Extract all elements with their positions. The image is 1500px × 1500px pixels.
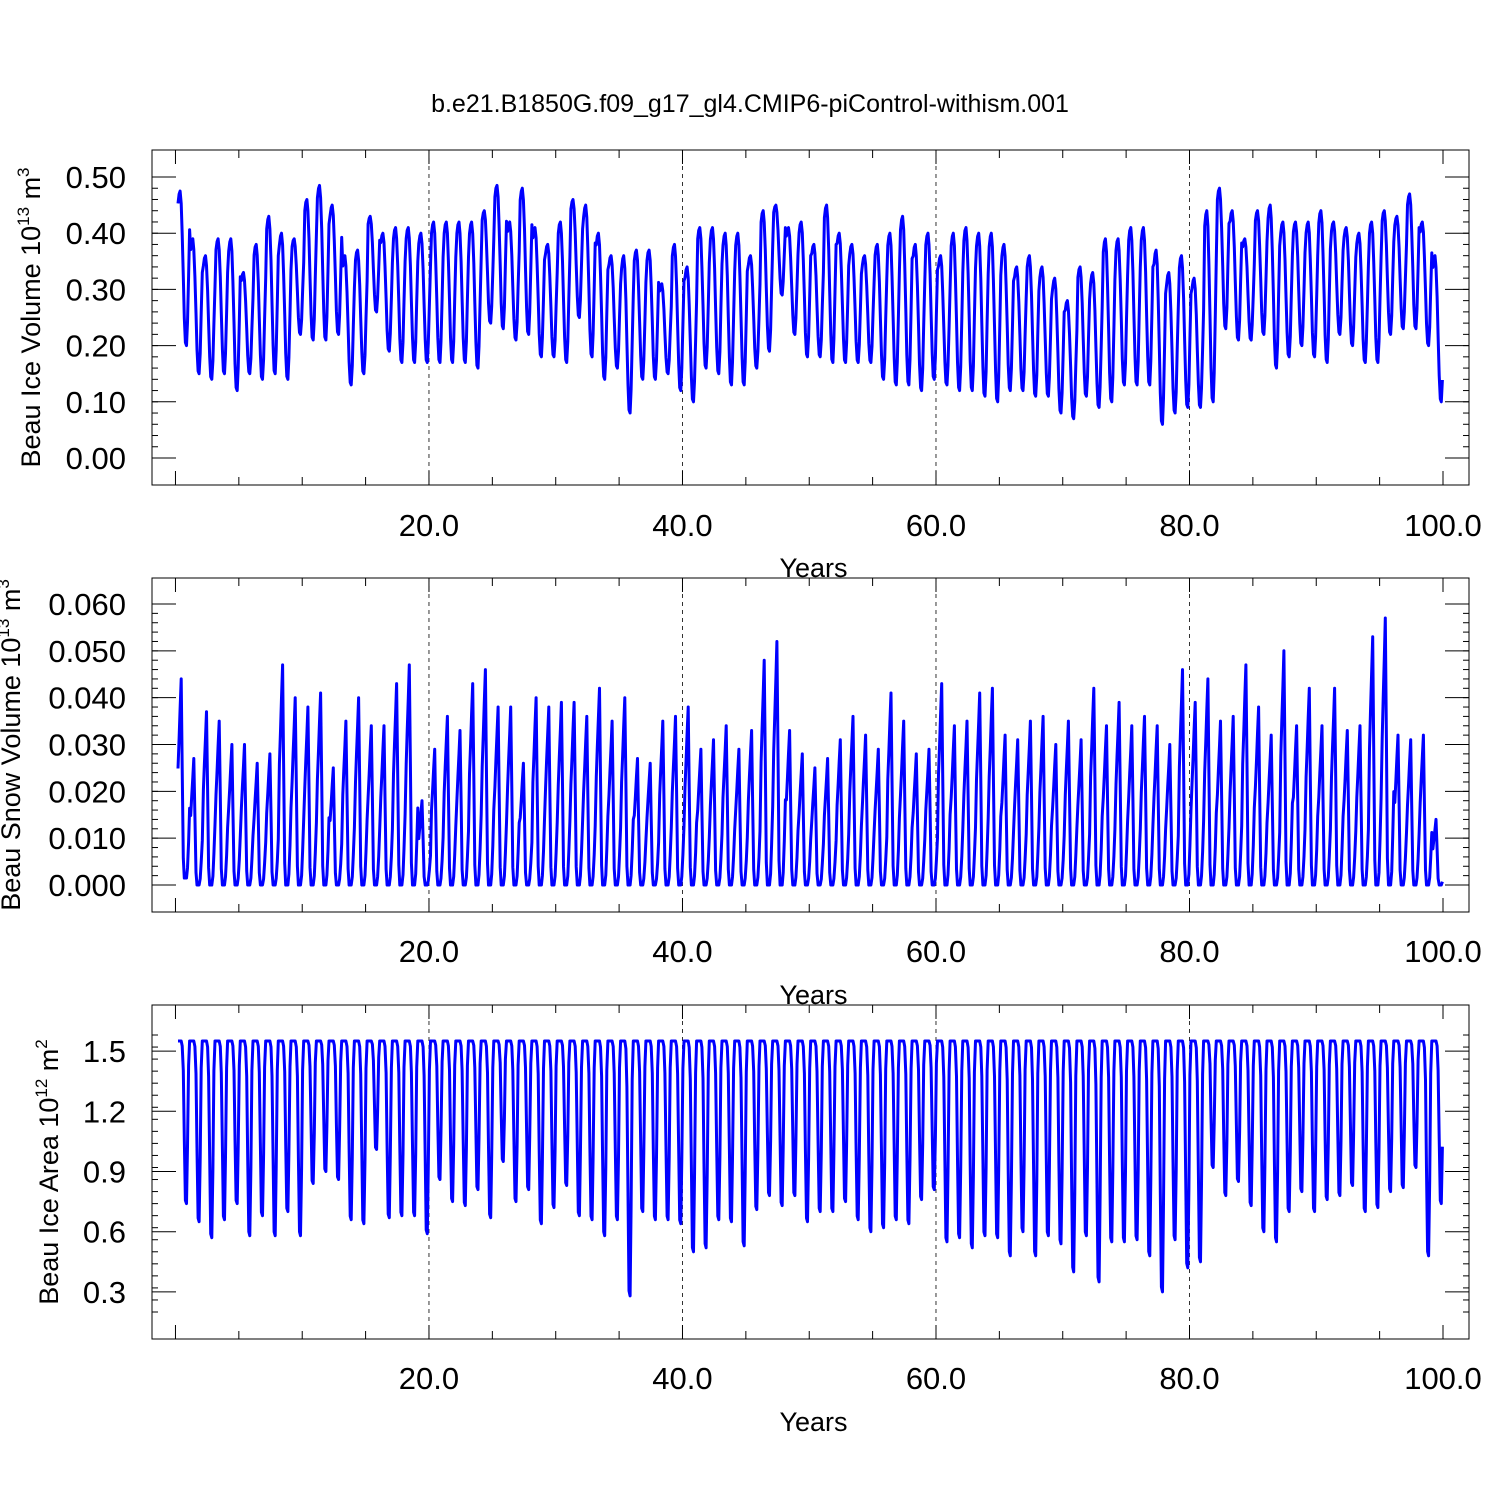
x-tick-label: 40.0: [652, 1361, 712, 1396]
x-tick-label: 80.0: [1159, 508, 1219, 543]
x-tick-label: 60.0: [906, 934, 966, 969]
data-series-line: [177, 1039, 1444, 1298]
x-tick-label: 20.0: [399, 1361, 459, 1396]
chart-panel-2: 0.000 0.010 0.020 0.030 0.040 0.050 0.060 20.0 4…: [0, 577, 1482, 1010]
y-tick-label: 0.00: [66, 441, 126, 476]
plot-frame: [151, 149, 1470, 486]
y-axis-title-unit-exponent: 3: [0, 579, 13, 588]
x-axis-title: Years: [779, 1407, 847, 1437]
y-tick-label: 0.030: [48, 728, 126, 763]
y-axis-title-text: Beau Ice Area 10: [34, 1098, 64, 1305]
y-axis-title-exponent: 12: [32, 1079, 51, 1098]
x-tick-label: 100.0: [1404, 1361, 1482, 1396]
y-axis-title-unit: m: [34, 1049, 64, 1079]
y-axis-title-exponent: 13: [0, 619, 13, 638]
y-tick-label: 0.040: [48, 681, 126, 716]
chart-panel-3: 0.3 0.6 0.9 1.2 1.5 20.0 40.0 60.0 80.0 100.0 Year…: [32, 1004, 1482, 1437]
y-tick-label: 0.50: [66, 160, 126, 195]
chart-panel-1: 0.00 0.10 0.20 0.30 0.40 0.50 20.0 40.0 60.0 80.0…: [14, 149, 1482, 583]
x-tick-label: 40.0: [652, 934, 712, 969]
y-tick-label: 0.20: [66, 329, 126, 364]
y-axis-title-text: Beau Ice Volume 10: [16, 226, 46, 468]
y-tick-label: 0.000: [48, 868, 126, 903]
y-axis-title: Beau Snow Volume 1013 m3: [0, 579, 26, 911]
x-tick-label: 80.0: [1159, 934, 1219, 969]
y-tick-label: 0.050: [48, 634, 126, 669]
y-tick-label: 0.30: [66, 272, 126, 307]
x-tick-label: 20.0: [399, 934, 459, 969]
x-tick-label: 80.0: [1159, 1361, 1219, 1396]
x-tick-label: 60.0: [906, 1361, 966, 1396]
y-axis-title-unit: m: [0, 589, 26, 619]
y-axis-title-text: Beau Snow Volume 10: [0, 638, 26, 911]
y-axis-title: Beau Ice Area 1012 m2: [32, 1039, 64, 1305]
y-tick-label: 0.9: [83, 1155, 126, 1190]
y-axis-title-exponent: 13: [14, 207, 33, 226]
x-tick-label: 100.0: [1404, 934, 1482, 969]
y-tick-label: 0.010: [48, 821, 126, 856]
y-tick-label: 0.020: [48, 774, 126, 809]
x-tick-label: 60.0: [906, 508, 966, 543]
x-tick-label: 40.0: [652, 508, 712, 543]
panels: 0.00 0.10 0.20 0.30 0.40 0.50 20.0 40.0 60.0 80.0…: [0, 149, 1482, 1437]
data-series-line: [176, 616, 1444, 887]
x-tick-label: 20.0: [399, 508, 459, 543]
y-axis-title-unit-exponent: 3: [14, 167, 33, 176]
y-tick-label: 0.3: [83, 1275, 126, 1310]
y-tick-label: 1.2: [83, 1094, 126, 1129]
data-series-line: [176, 183, 1444, 426]
figure-title: b.e21.B1850G.f09_g17_gl4.CMIP6-piControl…: [431, 90, 1069, 118]
y-tick-label: 0.060: [48, 587, 126, 622]
y-tick-label: 0.10: [66, 385, 126, 420]
y-axis-title: Beau Ice Volume 1013 m3: [14, 167, 46, 467]
y-tick-label: 1.5: [83, 1034, 126, 1069]
y-axis-title-unit-exponent: 2: [32, 1039, 51, 1048]
x-tick-label: 100.0: [1404, 508, 1482, 543]
y-tick-label: 0.40: [66, 216, 126, 251]
y-axis-title-unit: m: [16, 177, 46, 207]
y-tick-label: 0.6: [83, 1215, 126, 1250]
